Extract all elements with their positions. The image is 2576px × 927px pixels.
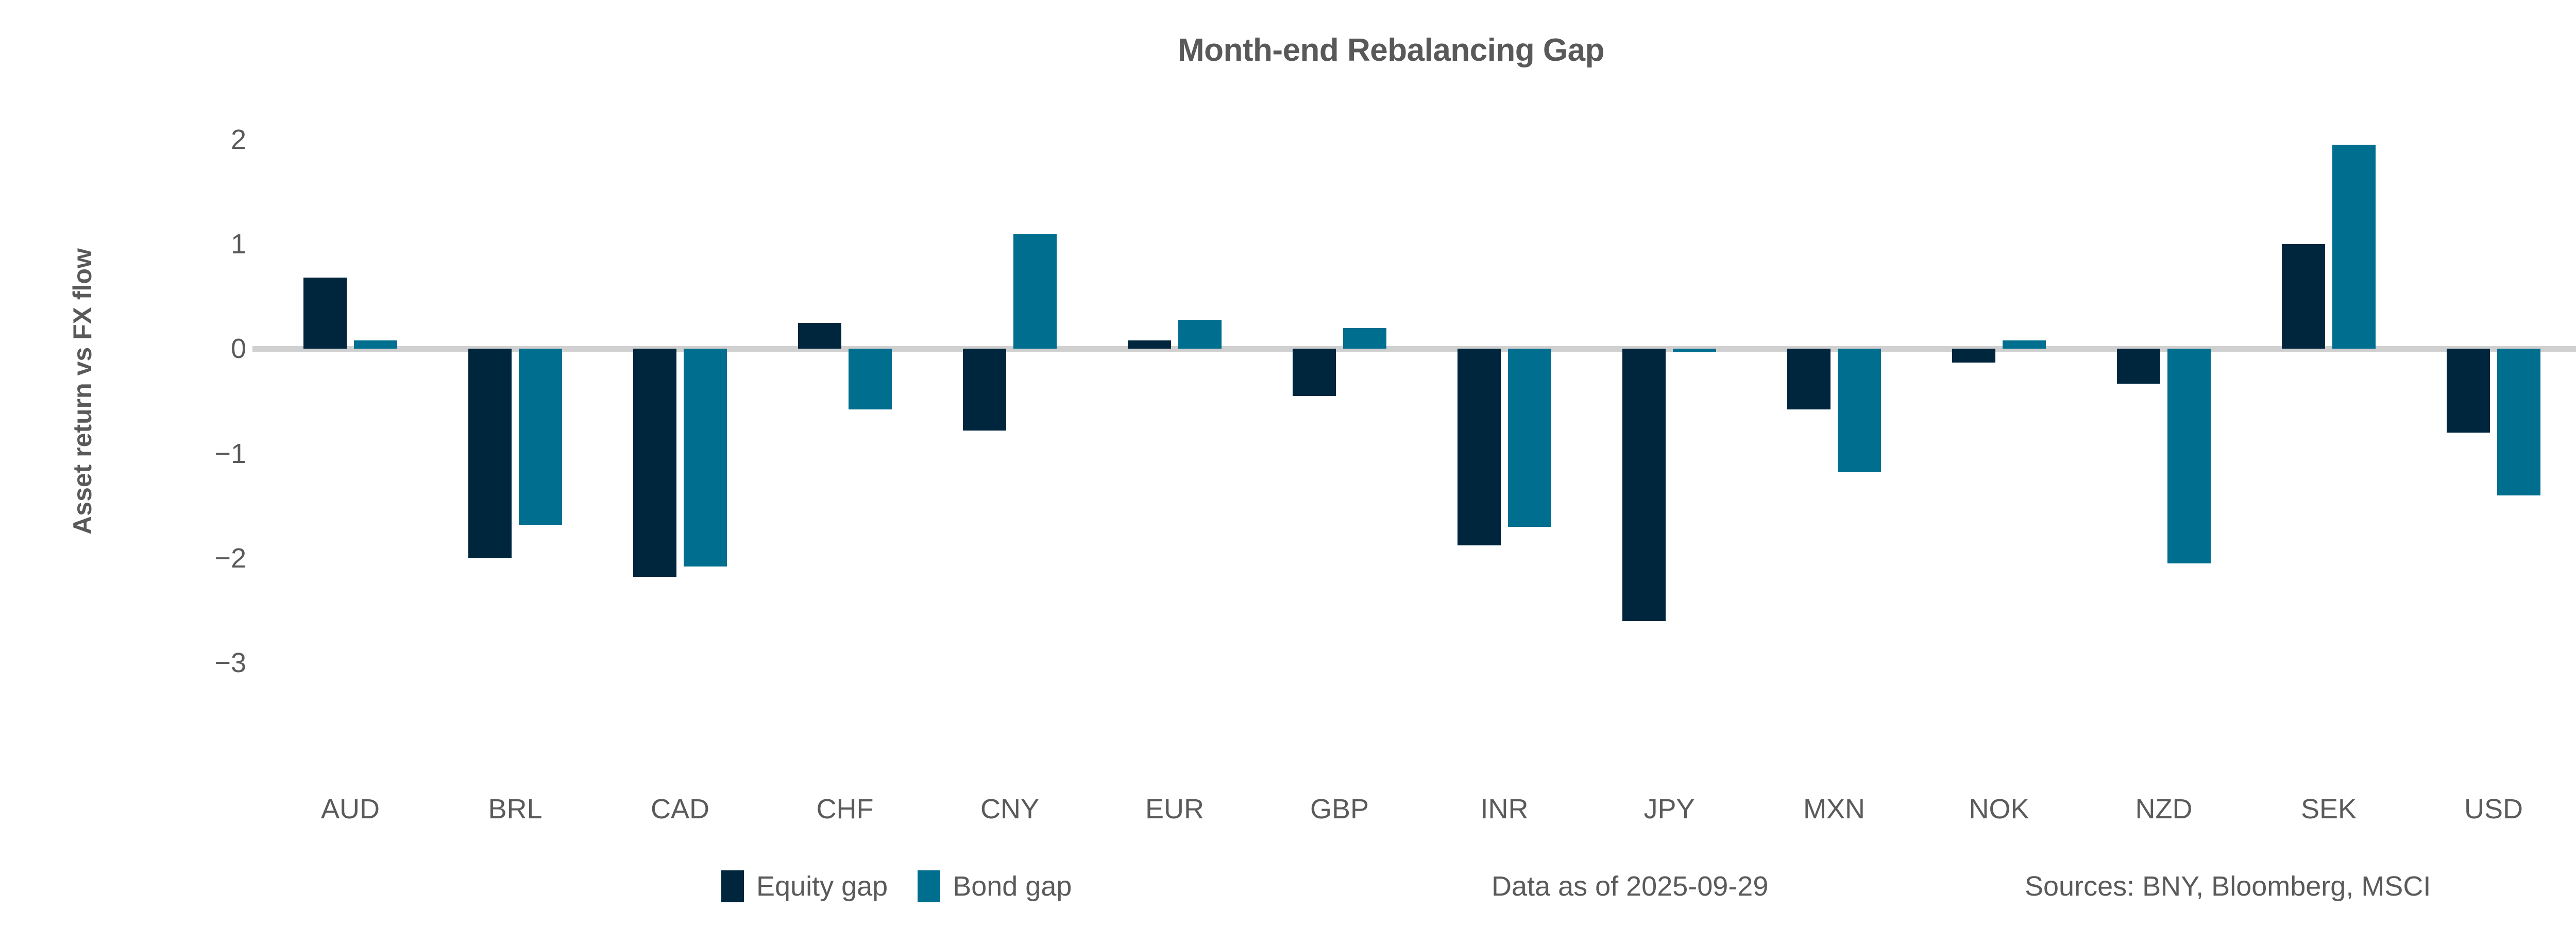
x-axis-tick-gbp: GBP [1310,794,1369,825]
bar-eur-equity[interactable] [1128,340,1171,349]
x-axis-tick-cny: CNY [980,794,1040,825]
bar-cad-bond[interactable] [684,349,727,567]
bar-cny-equity[interactable] [963,349,1006,431]
x-axis-tick-brl: BRL [488,794,543,825]
x-axis-tick-inr: INR [1480,794,1529,825]
legend-swatch-equity-icon [721,870,744,902]
bar-jpy-equity[interactable] [1622,349,1666,621]
plot-area: 2 1 0 −1 −2 −3 AUD BRL CAD CHF CNY EUR GBP INR JPY MXN N… [214,103,2576,825]
x-axis-tick-jpy: JPY [1643,794,1695,825]
y-axis-label: Asset return vs FX flow [68,248,97,535]
bar-nzd-bond[interactable] [2167,349,2211,563]
x-axis-tick-chf: CHF [816,794,874,825]
bar-mxn-bond[interactable] [1838,349,1881,473]
legend-label-bond: Bond gap [953,871,1072,902]
bar-aud-equity[interactable] [303,278,347,349]
x-axis-tick-usd: USD [2464,794,2523,825]
x-axis-tick-sek: SEK [2300,794,2357,825]
bar-gbp-bond[interactable] [1343,328,1386,349]
data-as-of-note: Data as of 2025-09-29 [1492,871,1769,902]
zero-baseline [252,346,2576,352]
x-axis-tick-nok: NOK [1969,794,2029,825]
bar-chf-bond[interactable] [849,349,892,410]
bar-inr-bond[interactable] [1508,349,1551,527]
legend-swatch-bond-icon [918,870,941,902]
bar-usd-bond[interactable] [2497,349,2540,495]
bar-nzd-equity[interactable] [2117,349,2160,384]
bar-mxn-equity[interactable] [1787,349,1831,410]
y-axis-tick-1: 1 [230,229,246,260]
bar-usd-equity[interactable] [2447,349,2490,433]
y-axis-tick-0: 0 [230,333,246,365]
bar-nok-bond[interactable] [2003,340,2046,349]
bar-inr-equity[interactable] [1458,349,1501,546]
bar-sek-bond[interactable] [2332,145,2376,349]
page-title: Month-end Rebalancing Gap [1178,32,1604,68]
bar-eur-bond[interactable] [1178,319,1222,349]
legend-label-equity: Equity gap [756,871,888,902]
x-axis-tick-eur: EUR [1145,794,1205,825]
legend-item-bond[interactable]: Bond gap [918,870,1072,902]
bar-cny-bond[interactable] [1013,233,1057,349]
bar-brl-bond[interactable] [519,349,562,525]
y-axis-tick-neg2: −2 [214,542,246,574]
x-axis-tick-nzd: NZD [2135,794,2193,825]
chart-legend: Equity gap Bond gap [721,870,1072,902]
bar-nok-equity[interactable] [1952,349,1995,363]
x-axis-tick-mxn: MXN [1803,794,1865,825]
bar-chf-equity[interactable] [798,322,841,349]
y-axis-tick-neg3: −3 [214,647,246,678]
bar-sek-equity[interactable] [2282,244,2325,349]
legend-item-equity[interactable]: Equity gap [721,870,888,902]
bar-brl-equity[interactable] [468,349,512,558]
y-axis-tick-2: 2 [230,124,246,156]
bar-aud-bond[interactable] [354,340,397,349]
sources-note: Sources: BNY, Bloomberg, MSCI [2025,871,2431,902]
x-axis-tick-aud: AUD [320,794,380,825]
bar-cad-equity[interactable] [633,349,676,577]
bar-jpy-bond[interactable] [1673,349,1716,352]
y-axis-tick-neg1: −1 [214,438,246,469]
x-axis-tick-cad: CAD [650,794,710,825]
bar-gbp-equity[interactable] [1293,349,1336,396]
